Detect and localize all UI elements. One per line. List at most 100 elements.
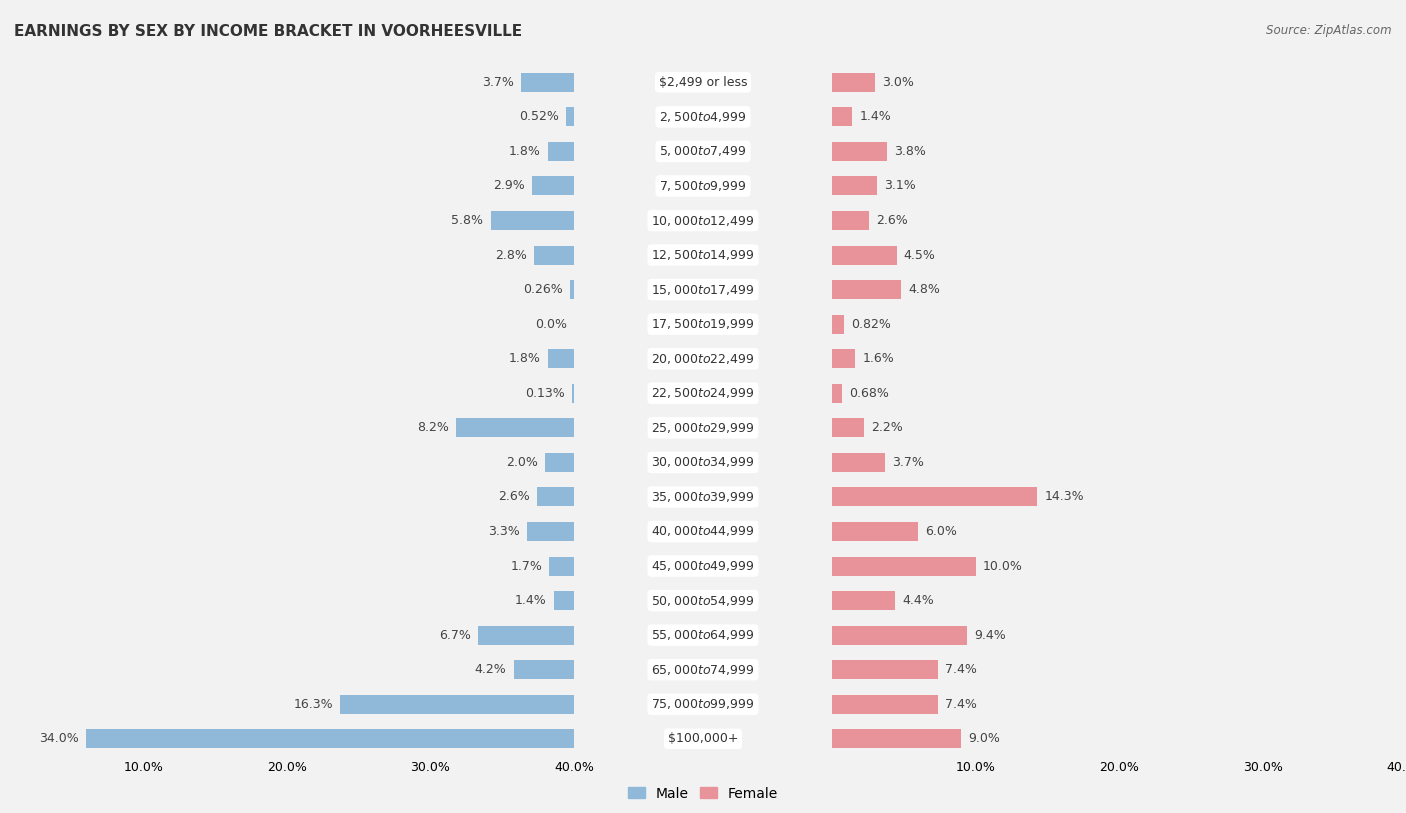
Text: 7.4%: 7.4%	[945, 698, 977, 711]
Bar	[0, 134, 832, 169]
Bar	[574, 618, 1406, 652]
Bar	[832, 660, 938, 679]
Bar	[513, 660, 574, 679]
Bar	[0, 376, 574, 411]
Text: $22,500 to $24,999: $22,500 to $24,999	[651, 386, 755, 400]
Text: $2,499 or less: $2,499 or less	[659, 76, 747, 89]
Text: 3.7%: 3.7%	[482, 76, 513, 89]
Text: 10.0%: 10.0%	[983, 559, 1022, 572]
Bar	[0, 652, 832, 687]
Bar	[554, 591, 574, 610]
Bar	[574, 515, 1406, 549]
Bar	[832, 453, 886, 472]
Text: 7.4%: 7.4%	[945, 663, 977, 676]
Bar	[574, 722, 1406, 756]
Text: 3.7%: 3.7%	[893, 456, 924, 469]
Bar	[0, 65, 574, 99]
Text: $55,000 to $64,999: $55,000 to $64,999	[651, 628, 755, 642]
Bar	[0, 549, 574, 584]
Bar	[832, 176, 876, 195]
Bar	[574, 687, 1406, 722]
Bar	[0, 272, 574, 307]
Bar	[0, 134, 574, 169]
Text: 2.8%: 2.8%	[495, 249, 526, 262]
Bar	[0, 618, 832, 652]
Bar	[478, 626, 574, 645]
Bar	[340, 695, 574, 714]
Bar	[574, 272, 1406, 307]
Bar	[0, 549, 832, 584]
Bar	[0, 272, 832, 307]
Bar	[832, 557, 976, 576]
Text: 1.6%: 1.6%	[862, 352, 894, 365]
Bar	[832, 695, 938, 714]
Bar	[456, 419, 574, 437]
Bar	[0, 515, 832, 549]
Text: $30,000 to $34,999: $30,000 to $34,999	[651, 455, 755, 469]
Bar	[520, 73, 574, 92]
Text: 0.68%: 0.68%	[849, 387, 889, 400]
Text: 9.0%: 9.0%	[969, 733, 1000, 746]
Bar	[0, 411, 832, 446]
Bar	[571, 280, 574, 299]
Text: 2.0%: 2.0%	[506, 456, 538, 469]
Bar	[832, 729, 962, 748]
Bar	[546, 453, 574, 472]
Bar	[574, 376, 1406, 411]
Text: 0.82%: 0.82%	[851, 318, 891, 331]
Text: 3.0%: 3.0%	[883, 76, 914, 89]
Bar	[537, 488, 574, 506]
Bar	[832, 488, 1038, 506]
Text: $12,500 to $14,999: $12,500 to $14,999	[651, 248, 755, 262]
Bar	[0, 584, 574, 618]
Bar	[550, 557, 574, 576]
Text: 3.8%: 3.8%	[894, 145, 925, 158]
Text: 1.4%: 1.4%	[859, 111, 891, 124]
Text: 4.5%: 4.5%	[904, 249, 936, 262]
Text: 9.4%: 9.4%	[974, 628, 1005, 641]
Text: 5.8%: 5.8%	[451, 214, 484, 227]
Text: 0.52%: 0.52%	[519, 111, 560, 124]
Bar	[0, 687, 574, 722]
Bar	[0, 341, 574, 376]
Bar	[533, 176, 574, 195]
Text: 2.6%: 2.6%	[876, 214, 908, 227]
Bar	[0, 99, 574, 134]
Text: $7,500 to $9,999: $7,500 to $9,999	[659, 179, 747, 193]
Text: 2.2%: 2.2%	[870, 421, 903, 434]
Bar	[832, 280, 901, 299]
Bar	[0, 237, 832, 272]
Bar	[0, 618, 574, 652]
Bar	[548, 350, 574, 368]
Bar	[0, 203, 832, 237]
Text: 8.2%: 8.2%	[418, 421, 449, 434]
Text: 2.6%: 2.6%	[498, 490, 530, 503]
Bar	[0, 203, 574, 237]
Bar	[832, 626, 967, 645]
Text: $20,000 to $22,499: $20,000 to $22,499	[651, 352, 755, 366]
Text: 1.4%: 1.4%	[515, 594, 547, 607]
Text: $15,000 to $17,499: $15,000 to $17,499	[651, 283, 755, 297]
Bar	[0, 652, 574, 687]
Text: 1.8%: 1.8%	[509, 145, 541, 158]
Bar	[0, 722, 574, 756]
Text: 6.7%: 6.7%	[439, 628, 471, 641]
Text: $5,000 to $7,499: $5,000 to $7,499	[659, 145, 747, 159]
Bar	[574, 652, 1406, 687]
Text: 2.9%: 2.9%	[494, 180, 524, 193]
Text: 4.4%: 4.4%	[903, 594, 934, 607]
Bar	[832, 522, 918, 541]
Bar	[574, 446, 1406, 480]
Text: 1.8%: 1.8%	[509, 352, 541, 365]
Bar	[574, 549, 1406, 584]
Bar	[832, 315, 844, 333]
Text: $35,000 to $39,999: $35,000 to $39,999	[651, 490, 755, 504]
Bar	[574, 341, 1406, 376]
Text: 4.8%: 4.8%	[908, 283, 941, 296]
Text: $65,000 to $74,999: $65,000 to $74,999	[651, 663, 755, 676]
Bar	[0, 687, 832, 722]
Text: 34.0%: 34.0%	[39, 733, 79, 746]
Bar	[574, 65, 1406, 99]
Bar	[0, 237, 574, 272]
Bar	[574, 203, 1406, 237]
